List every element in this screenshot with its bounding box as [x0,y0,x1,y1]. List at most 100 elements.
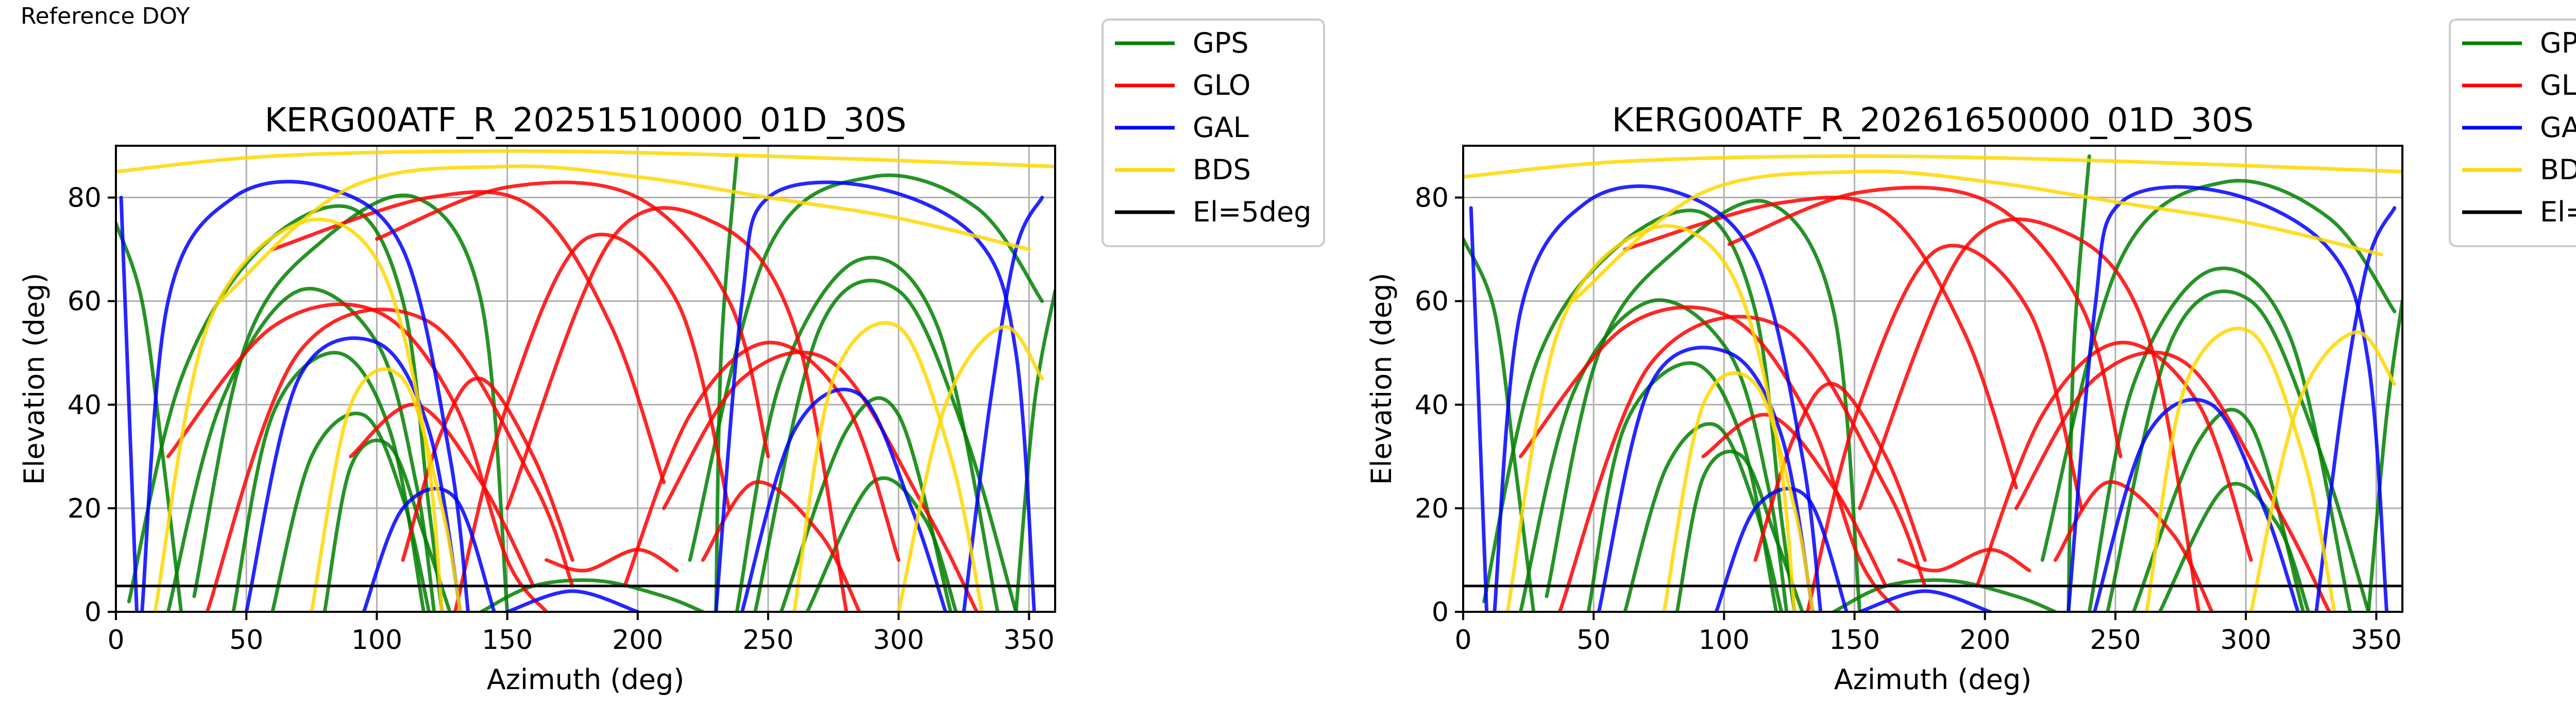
series-glo [1518,185,2331,612]
legend-label-glo: GLO [1193,69,1251,101]
series-glo [166,180,979,612]
x-tick-label: 0 [1454,625,1471,656]
track-bds [896,325,1044,612]
series-bds [116,149,1055,612]
track-gps [166,287,436,612]
series-gal [119,180,1044,612]
legend-label-gps: GPS [1193,27,1249,59]
track-glo [1975,340,2253,588]
legend-label-el-5deg: El=5deg [1193,196,1312,228]
y-tick-label: 40 [67,390,101,421]
track-gps [2366,299,2402,612]
track-gal [962,196,1044,612]
track-glo [505,206,849,612]
track-gps [1832,578,2057,612]
track-gps [688,173,1044,562]
legend: GPS GLO GAL BDS El=5deg [1101,19,1325,247]
legend-label-gal: GAL [1193,111,1249,144]
x-tick-label: 200 [1959,625,2010,656]
track-glo [1753,382,1927,562]
legend-label-el-5deg: El=5deg [2540,196,2576,228]
track-gps [2066,154,2091,612]
track-gps [270,412,431,612]
x-tick-label: 200 [612,625,663,656]
track-gps [127,204,444,612]
track-gps [1482,209,1797,612]
track-gal [505,589,640,612]
track-gps [1623,422,1784,612]
track-glo [270,190,666,485]
chart-panel-left: 0 50 100 150 200 250 300 350 0 20 40 60 80 Azimuth (d… [18,19,1325,696]
track-gal [1493,184,1823,612]
track-glo [401,376,574,562]
track-glo [375,180,770,458]
track-glo [1805,244,2083,612]
track-gps [714,154,739,612]
y-tick-label: 80 [1415,183,1449,214]
track-bds [2145,327,2336,612]
track-glo [1557,315,1927,612]
legend-label-gal: GAL [2540,111,2576,144]
x-tick-label: 350 [1004,625,1055,656]
track-gal [740,387,947,612]
y-tick-label: 20 [67,493,101,524]
track-bds [792,321,984,612]
track-gps [735,255,1000,612]
track-bds [2249,330,2397,612]
legend-label-bds: BDS [1193,153,1251,186]
y-tick-label: 80 [67,183,101,214]
x-tick-label: 100 [351,625,402,656]
track-gps [2131,407,2306,612]
track-bds [153,217,444,612]
track-gal [1597,346,1815,612]
legend-frame [2449,19,2576,247]
x-tick-label: 150 [1829,625,1880,656]
track-glo [1897,547,2031,573]
track-gps [779,396,953,612]
series-gps [1463,154,2402,612]
track-glo [166,302,548,612]
track-bds [218,164,1031,303]
chart-panel-right: 0 50 100 150 200 250 300 350 0 20 40 60 80 Azimuth (d… [1365,19,2576,696]
x-tick-label: 300 [2221,625,2272,656]
track-glo [1701,413,1888,588]
track-gps [1675,450,1804,612]
legend: GPS GLO GAL BDS El=5deg [2449,19,2576,247]
track-gps [231,351,426,612]
track-gal [140,180,470,612]
grid [1462,146,2402,613]
track-bds [310,367,462,612]
track-bds [116,149,1055,174]
legend-frame [1101,19,1325,247]
track-glo [205,307,574,612]
plot-area [1463,154,2402,612]
x-tick-label: 350 [2351,625,2402,656]
track-glo [1518,305,1901,612]
x-tick-label: 300 [873,625,924,656]
x-tick-label: 150 [482,625,533,656]
legend-label-gps: GPS [2540,27,2576,59]
track-gal [714,180,1036,612]
series-bds [1463,154,2402,612]
track-bds [1662,371,1815,612]
track-glo [1858,217,2201,612]
track-gps [192,193,510,612]
x-tick-label: 100 [1699,625,1750,656]
y-axis-label: Elevation (deg) [18,273,50,485]
y-axis-label: Elevation (deg) [1365,273,1398,485]
track-gal [2093,398,2300,612]
track-glo [545,547,679,573]
legend-label-glo: GLO [2540,69,2576,101]
track-gal [2066,185,2389,612]
chart-title: KERG00ATF_R_20251510000_01D_30S [265,101,907,140]
track-gps [2087,266,2352,612]
axes-frame [115,145,1056,613]
track-gal [2314,206,2397,612]
chart-title: KERG00ATF_R_20261650000_01D_30S [1612,101,2254,140]
y-tick-label: 0 [1432,597,1449,628]
axes-frame [1462,145,2403,613]
track-glo [1727,185,2123,458]
track-gps [2106,289,2370,612]
legend-label-bds: BDS [2540,153,2576,186]
